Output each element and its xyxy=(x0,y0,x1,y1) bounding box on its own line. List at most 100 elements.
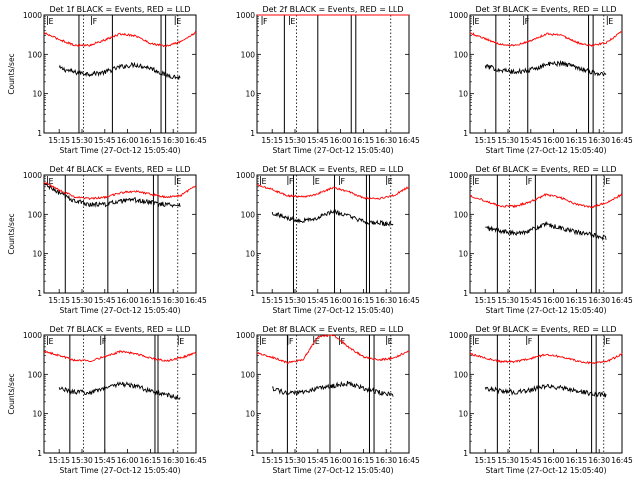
series-events-line xyxy=(484,59,607,77)
series-events-line xyxy=(58,61,181,80)
x-tick-label: 15:45 xyxy=(94,136,116,145)
x-tick-label: 16:15 xyxy=(140,296,162,305)
series-lld-line xyxy=(469,352,623,365)
series-lld-line xyxy=(43,349,197,362)
flag-marker-label: E xyxy=(608,17,613,26)
plot-frame xyxy=(469,174,623,294)
flag-marker-label: F xyxy=(528,177,533,186)
y-tick-label: 1 xyxy=(463,449,468,458)
flag-marker-label: E xyxy=(475,337,480,346)
y-tick-label: 100 xyxy=(454,370,469,379)
flag-marker-label: E xyxy=(475,177,480,186)
y-tick-label: 10 xyxy=(32,250,42,259)
x-tick-label: 16:15 xyxy=(566,296,588,305)
y-tick-label: 1 xyxy=(37,289,42,298)
x-tick-label: 15:45 xyxy=(520,296,542,305)
series-events-line xyxy=(272,380,394,397)
y-tick-label: 10 xyxy=(245,90,255,99)
x-tick-label: 15:15 xyxy=(48,136,70,145)
x-tick-label: 16:00 xyxy=(117,296,139,305)
x-axis-label: Start Time (27-Oct-12 15:05:40) xyxy=(59,146,180,155)
chart-panel: Det 5f BLACK = Events, RED = LLD E F E F E 1 10… xyxy=(236,165,420,315)
x-tick-label: 15:15 xyxy=(474,296,496,305)
x-tick-label: 16:00 xyxy=(117,136,139,145)
x-tick-label: 15:15 xyxy=(261,296,283,305)
flag-marker-label: E xyxy=(262,337,267,346)
y-tick-label: 10 xyxy=(245,250,255,259)
chart-title: Det 7f BLACK = Events, RED = LLD xyxy=(49,325,190,334)
y-tick-label: 1 xyxy=(463,129,468,138)
x-tick-label: 15:45 xyxy=(94,296,116,305)
x-tick-label: 15:15 xyxy=(48,296,70,305)
x-axis-label: Start Time (27-Oct-12 15:05:40) xyxy=(485,306,606,315)
chart-title: Det 4f BLACK = Events, RED = LLD xyxy=(49,165,190,174)
y-tick-label: 1 xyxy=(250,289,255,298)
y-tick-label: 1000 xyxy=(23,331,42,340)
y-tick-label: 100 xyxy=(241,210,256,219)
x-tick-label: 16:45 xyxy=(185,136,207,145)
chart-title: Det 5f BLACK = Events, RED = LLD xyxy=(262,165,403,174)
x-tick-label: 15:30 xyxy=(71,296,93,305)
series-events-line xyxy=(43,182,181,208)
y-tick-label: 1000 xyxy=(449,11,468,20)
x-tick-label: 16:30 xyxy=(588,296,610,305)
flag-marker-label: E xyxy=(176,177,181,186)
x-tick-label: 15:45 xyxy=(520,136,542,145)
x-tick-label: 15:30 xyxy=(71,136,93,145)
y-tick-label: 10 xyxy=(458,410,468,419)
x-tick-label: 15:45 xyxy=(520,456,542,465)
y-tick-label: 100 xyxy=(454,50,469,59)
flag-marker-label: F xyxy=(289,337,294,346)
x-tick-label: 16:30 xyxy=(162,136,184,145)
x-tick-label: 16:15 xyxy=(353,456,375,465)
y-tick-label: 100 xyxy=(28,370,43,379)
flag-marker-label: E xyxy=(388,177,393,186)
flag-marker-label: F xyxy=(93,17,98,26)
chart-panel: Det 2f BLACK = Events, RED = LLD F E 1 10 100… xyxy=(236,5,420,155)
x-tick-label: 16:45 xyxy=(398,456,420,465)
plot-frame xyxy=(43,14,197,134)
y-tick-label: 100 xyxy=(241,370,256,379)
x-tick-label: 16:45 xyxy=(611,296,633,305)
plot-frame xyxy=(256,334,410,454)
x-tick-label: 16:15 xyxy=(566,456,588,465)
y-tick-label: 10 xyxy=(245,410,255,419)
x-tick-label: 15:15 xyxy=(48,456,70,465)
flag-marker-label: E xyxy=(179,337,184,346)
x-tick-label: 15:15 xyxy=(474,456,496,465)
x-tick-label: 16:30 xyxy=(375,136,397,145)
flag-marker-label: F xyxy=(341,337,346,346)
plot-frame xyxy=(43,174,197,294)
x-tick-label: 15:30 xyxy=(284,296,306,305)
y-tick-label: 1000 xyxy=(236,331,255,340)
y-tick-label: 10 xyxy=(32,410,42,419)
y-tick-label: 100 xyxy=(28,210,43,219)
y-axis-label: Counts/sec xyxy=(7,373,16,414)
x-axis-label: Start Time (27-Oct-12 15:05:40) xyxy=(272,306,393,315)
x-tick-label: 16:15 xyxy=(353,136,375,145)
x-tick-label: 16:45 xyxy=(185,456,207,465)
chart-panel: Det 3f BLACK = Events, RED = LLD E F E 1 10 10… xyxy=(449,5,633,155)
y-tick-label: 10 xyxy=(458,250,468,259)
x-tick-label: 16:00 xyxy=(330,296,352,305)
x-tick-label: 15:45 xyxy=(307,136,329,145)
x-tick-label: 16:00 xyxy=(543,296,565,305)
x-tick-label: 16:15 xyxy=(353,296,375,305)
x-tick-label: 16:00 xyxy=(543,136,565,145)
x-tick-label: 15:30 xyxy=(497,296,519,305)
chart-panel: Det 8f BLACK = Events, RED = LLD E F E F E 1 10… xyxy=(236,325,420,475)
flag-marker-label: E xyxy=(290,17,295,26)
x-axis-label: Start Time (27-Oct-12 15:05:40) xyxy=(485,466,606,475)
chart-title: Det 1f BLACK = Events, RED = LLD xyxy=(49,5,190,14)
x-tick-label: 16:00 xyxy=(330,456,352,465)
series-events-line xyxy=(485,220,607,241)
x-axis-label: Start Time (27-Oct-12 15:05:40) xyxy=(272,466,393,475)
chart-title: Det 8f BLACK = Events, RED = LLD xyxy=(262,325,403,334)
chart-panel: Det 7f BLACK = Events, RED = LLD E F E 1 10 10… xyxy=(7,325,207,475)
y-tick-label: 100 xyxy=(28,50,43,59)
x-axis-label: Start Time (27-Oct-12 15:05:40) xyxy=(59,466,180,475)
x-tick-label: 16:00 xyxy=(117,456,139,465)
chart-panel: Det 1f BLACK = Events, RED = LLD E F E 1 10 10… xyxy=(7,5,207,155)
x-tick-label: 16:45 xyxy=(185,296,207,305)
